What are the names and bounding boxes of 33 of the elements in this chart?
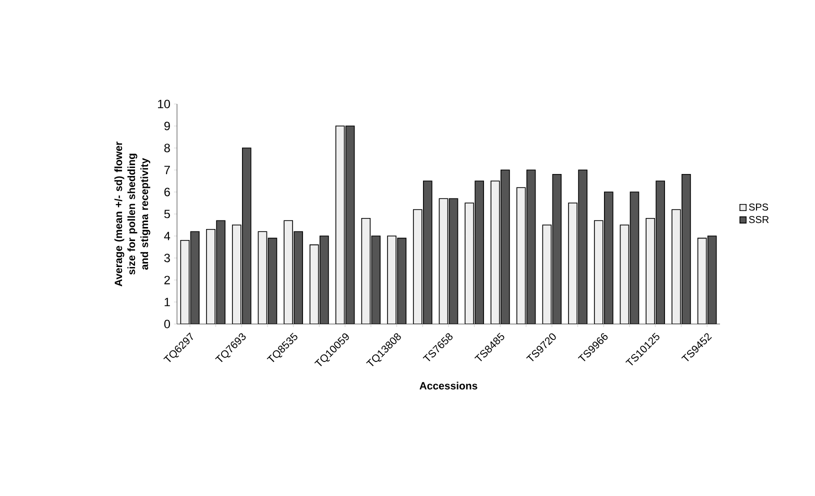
y-tick-label: 10 bbox=[158, 100, 170, 108]
bar bbox=[630, 192, 640, 324]
y-tick-label: 9 bbox=[164, 122, 170, 130]
legend-label: SPS bbox=[749, 204, 768, 211]
bar bbox=[516, 187, 526, 324]
bar bbox=[371, 236, 381, 324]
bar bbox=[448, 198, 458, 324]
y-tick-label: 6 bbox=[164, 188, 170, 196]
y-tick-label: 1 bbox=[164, 298, 170, 306]
y-tick-label: 5 bbox=[164, 210, 170, 218]
bar bbox=[190, 231, 200, 324]
bar bbox=[542, 224, 552, 324]
bar bbox=[697, 238, 707, 324]
bar bbox=[707, 236, 717, 324]
y-tick-label: 7 bbox=[164, 166, 170, 174]
bar bbox=[620, 224, 630, 324]
bar bbox=[438, 198, 448, 324]
y-tick-label: 2 bbox=[164, 276, 170, 284]
bar bbox=[361, 218, 371, 324]
bar bbox=[526, 170, 536, 324]
bar bbox=[345, 126, 355, 324]
y-tick-label: 0 bbox=[164, 320, 170, 328]
y-tick-label: 3 bbox=[164, 254, 170, 262]
y-tick-label: 4 bbox=[164, 232, 170, 240]
bar bbox=[258, 231, 268, 324]
bar bbox=[268, 238, 278, 324]
x-axis-title: Accessions bbox=[420, 382, 478, 390]
bar bbox=[335, 126, 345, 324]
bar bbox=[552, 174, 562, 324]
bar bbox=[180, 240, 190, 324]
y-tick-label: 8 bbox=[164, 144, 170, 152]
y-axis-title: Average (mean +/- sd) flower size for pollen shedding and stigma receptivity bbox=[114, 142, 150, 286]
legend-label: SSR bbox=[749, 216, 769, 224]
